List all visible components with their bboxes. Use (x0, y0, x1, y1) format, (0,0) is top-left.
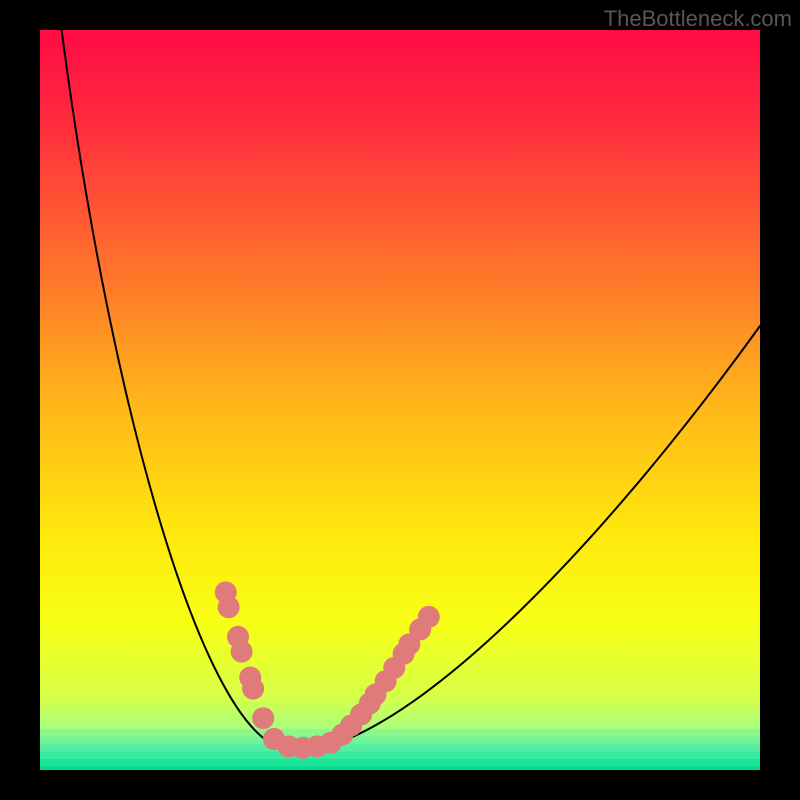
data-marker (242, 678, 264, 700)
watermark-text: TheBottleneck.com (604, 6, 792, 32)
bottleneck-v-curve-chart (40, 30, 760, 770)
data-marker (231, 641, 253, 663)
data-marker (418, 606, 440, 628)
green-band (40, 729, 760, 770)
data-marker (252, 707, 274, 729)
plot-area (40, 30, 760, 770)
chart-stage: TheBottleneck.com (0, 0, 800, 800)
data-marker (218, 596, 240, 618)
